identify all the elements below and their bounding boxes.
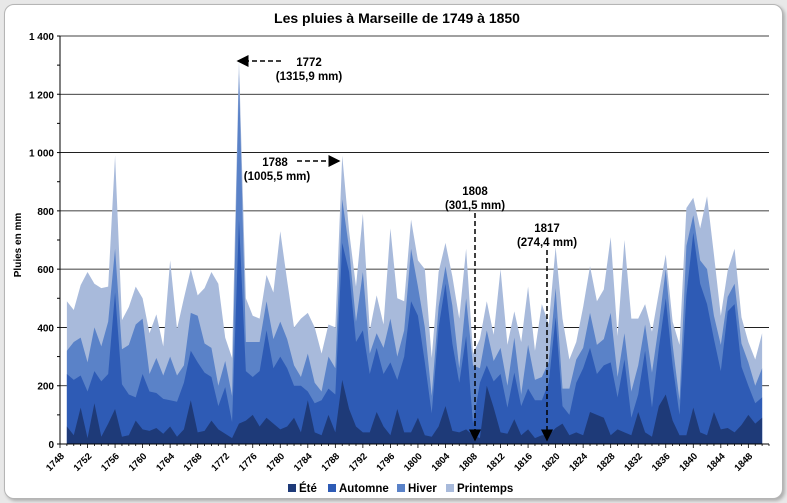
x-tick-label: 1748 xyxy=(44,451,67,474)
y-tick-label: 800 xyxy=(37,207,54,218)
x-tick-label: 1824 xyxy=(567,451,590,474)
legend-swatch-automne xyxy=(328,484,336,492)
y-tick-label: 400 xyxy=(37,323,54,334)
chart-title: Les pluies à Marseille de 1749 à 1850 xyxy=(274,10,520,26)
x-tick-label: 1848 xyxy=(732,451,755,474)
area-series-ete xyxy=(66,379,763,444)
annotation-year: 1808 xyxy=(462,186,488,198)
x-tick-label: 1832 xyxy=(622,451,645,474)
y-tick-label: 1 200 xyxy=(29,90,54,101)
annotation-1772: 1772 (1315,9 mm) xyxy=(236,55,343,83)
y-tick-label: 0 xyxy=(48,440,54,451)
annotation-year: 1788 xyxy=(262,157,288,169)
x-tick-label: 1760 xyxy=(127,451,150,474)
stacked-areas xyxy=(66,60,763,445)
annotation-amount: (1315,9 mm) xyxy=(276,71,343,83)
x-tick-label: 1840 xyxy=(677,451,700,474)
annotation-year: 1772 xyxy=(296,57,322,69)
x-tick-label: 1756 xyxy=(99,451,122,474)
annotation-1788: 1788 (1005,5 mm) xyxy=(244,155,341,183)
x-tick-label: 1776 xyxy=(237,451,260,474)
annotation-year: 1817 xyxy=(534,223,560,235)
x-tick-label: 1788 xyxy=(319,451,342,474)
annotation-1808: 1808 (301,5 mm) xyxy=(445,186,505,442)
x-tick-label: 1812 xyxy=(485,451,508,474)
x-tick-label: 1820 xyxy=(540,451,563,474)
x-tick-label: 1792 xyxy=(347,451,370,474)
legend-swatch-printemps xyxy=(446,484,454,492)
rainfall-area-chart: Les pluies à Marseille de 1749 à 1850 Pl… xyxy=(13,10,770,495)
x-tick-label: 1844 xyxy=(705,451,728,474)
annotation-amount: (301,5 mm) xyxy=(445,200,505,212)
x-tick-label: 1780 xyxy=(264,451,287,474)
x-tick-label: 1800 xyxy=(402,451,425,474)
x-tick-label: 1816 xyxy=(512,451,535,474)
legend-item-hiver: Hiver xyxy=(397,483,437,495)
legend-label-automne: Automne xyxy=(339,483,389,495)
y-tick-label: 600 xyxy=(37,265,54,276)
legend-label-printemps: Printemps xyxy=(457,483,513,495)
legend-item-printemps: Printemps xyxy=(446,483,513,495)
x-tick-label: 1836 xyxy=(650,451,673,474)
y-tick-label: 1 000 xyxy=(29,149,54,160)
x-tick-label: 1768 xyxy=(182,451,205,474)
legend-label-ete: Été xyxy=(299,482,317,495)
y-tick-label: 200 xyxy=(37,382,54,393)
y-tick-label: 1 400 xyxy=(29,32,54,43)
annotation-amount: (1005,5 mm) xyxy=(244,171,311,183)
legend: Été Automne Hiver Printemps xyxy=(288,482,513,495)
legend-item-automne: Automne xyxy=(328,483,389,495)
axes xyxy=(57,35,770,448)
y-axis-label: Pluies en mm xyxy=(13,213,24,278)
annotation-amount: (274,4 mm) xyxy=(517,237,577,249)
x-tick-labels: 1748 1752 1756 1760 1764 1768 1772 1776 1780 1784… xyxy=(44,451,755,474)
legend-swatch-hiver xyxy=(397,484,405,492)
area-series-automne xyxy=(66,219,763,444)
y-tick-labels: 0 200 400 600 800 1 000 1 200 1 400 xyxy=(29,32,54,451)
x-tick-label: 1804 xyxy=(430,451,453,474)
x-tick-label: 1808 xyxy=(457,451,480,474)
legend-swatch-ete xyxy=(288,484,296,492)
legend-item-ete: Été xyxy=(288,482,317,495)
x-tick-label: 1752 xyxy=(72,451,95,474)
x-tick-label: 1764 xyxy=(154,451,177,474)
x-tick-label: 1828 xyxy=(595,451,618,474)
x-tick-label: 1772 xyxy=(209,451,232,474)
chart-frame: Les pluies à Marseille de 1749 à 1850 Pl… xyxy=(4,4,783,499)
x-tick-label: 1784 xyxy=(292,451,315,474)
legend-label-hiver: Hiver xyxy=(408,483,437,495)
x-tick-label: 1796 xyxy=(375,451,398,474)
annotation-1817: 1817 (274,4 mm) xyxy=(517,223,577,442)
